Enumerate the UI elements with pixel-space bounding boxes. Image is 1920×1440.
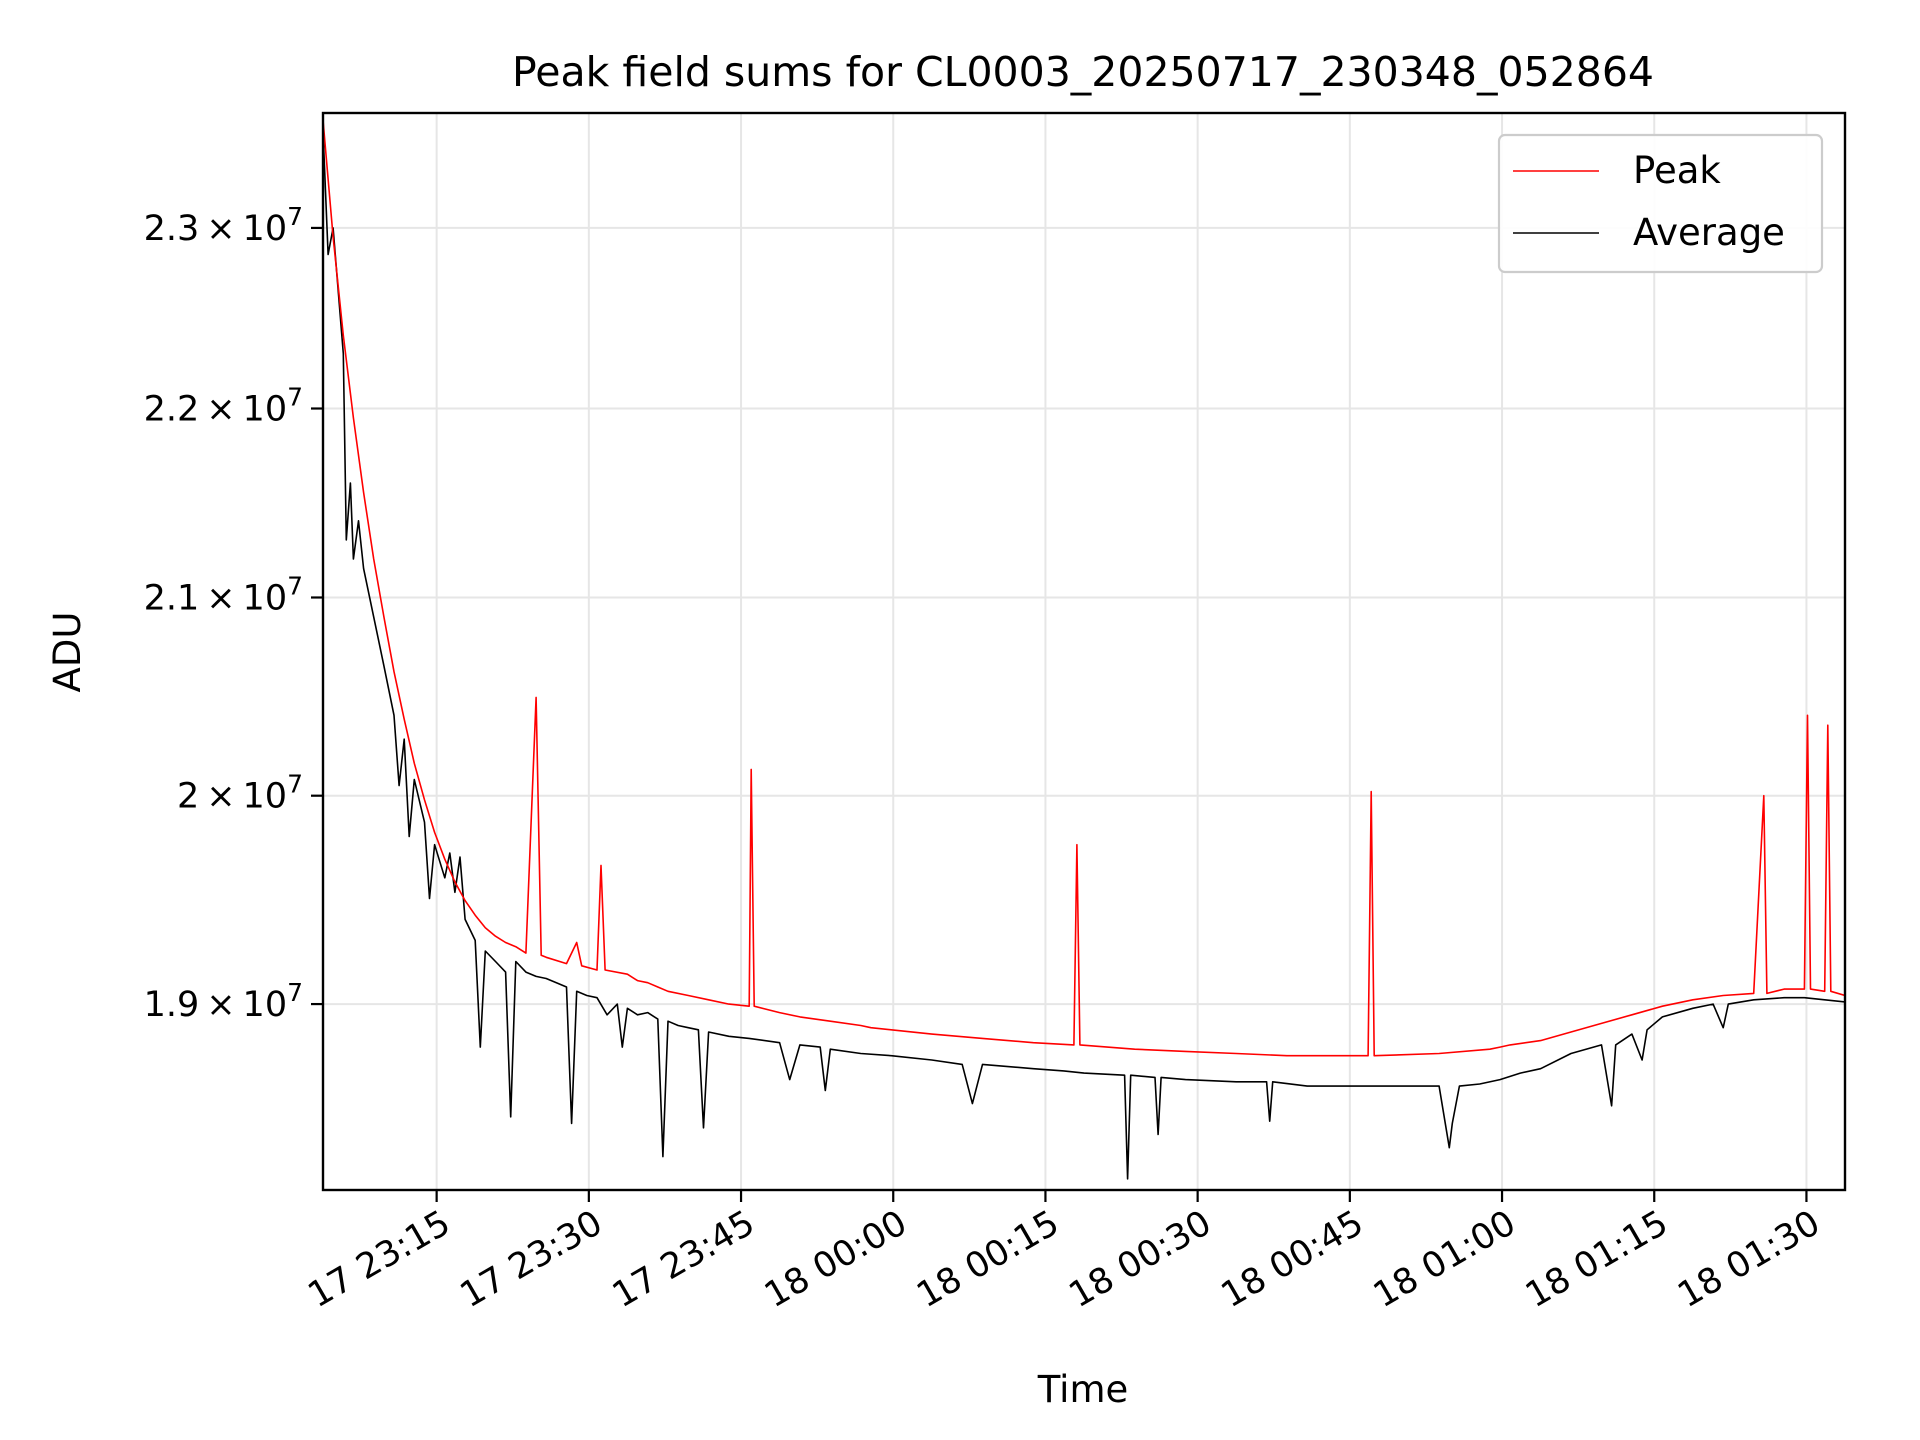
y-tick-label: 2 × 107 bbox=[177, 770, 303, 817]
legend-label-peak: Peak bbox=[1633, 149, 1721, 192]
legend-box bbox=[1497, 133, 1824, 274]
series-line-average bbox=[323, 130, 1845, 1180]
legend: Peak Average bbox=[1497, 133, 1824, 274]
chart-title: Peak field sums for CL0003_20250717_2303… bbox=[512, 48, 1654, 96]
plot-area bbox=[323, 119, 1845, 1180]
y-tick-label: 2.2 × 107 bbox=[144, 383, 303, 430]
y-axis-label: ADU bbox=[46, 612, 89, 693]
y-tick-label: 2.1 × 107 bbox=[144, 571, 303, 618]
y-tick-label: 2.3 × 107 bbox=[144, 202, 303, 249]
x-axis-label: Time bbox=[1037, 1368, 1129, 1411]
series-layer bbox=[323, 119, 1845, 1180]
axes-frame bbox=[321, 111, 1847, 1192]
series-line-peak bbox=[323, 119, 1845, 1057]
y-axis-ticks: 1.9 × 107 2 × 107 2.1 × 107 2.2 × 107 2.3 × … bbox=[144, 202, 323, 1025]
grid bbox=[323, 113, 1845, 1190]
y-tick-label: 1.9 × 107 bbox=[144, 978, 303, 1025]
legend-label-average: Average bbox=[1633, 211, 1785, 254]
